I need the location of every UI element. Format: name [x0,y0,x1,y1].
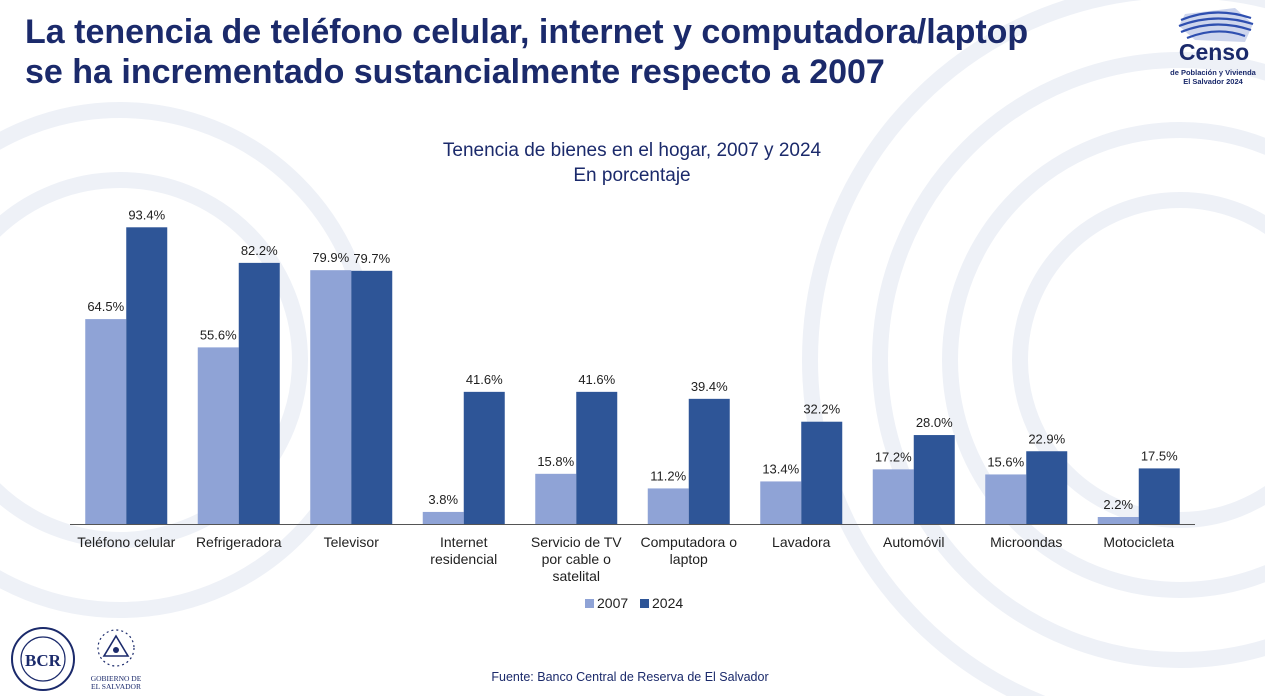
chart-subtitle: En porcentaje [573,165,691,186]
x-tick-label-2-0: Televisor [324,534,380,550]
data-label-2024-0: 93.4% [128,207,165,222]
bar-2024-2 [351,270,393,524]
data-label-2007-6: 13.4% [762,461,799,476]
x-tick-label-3-0: Internet [440,534,488,550]
data-label-2024-2: 79.7% [353,251,390,266]
bar-2007-0 [85,319,127,524]
x-tick-label-8-0: Microondas [990,534,1062,550]
legend-swatch-2024 [640,599,649,608]
bcr-seal-icon: BCR [11,627,75,691]
x-tick-label-3-1: residencial [430,551,497,567]
x-tick-label-0-0: Teléfono celular [77,534,175,550]
bar-2007-3 [422,511,464,524]
x-tick-label-4-0: Servicio de TV [531,534,622,550]
data-label-2024-8: 22.9% [1028,431,1065,446]
legend-swatch-2007 [585,599,594,608]
government-emblem-text: GOBIERNO DE EL SALVADOR [86,675,146,691]
data-label-2007-1: 55.6% [200,327,237,342]
x-tick-label-9-0: Motocicleta [1103,534,1174,550]
x-tick-label-1-0: Refrigeradora [196,534,282,550]
data-label-2007-8: 15.6% [987,454,1024,469]
x-tick-label-4-2: satelital [553,568,600,584]
bar-2007-5 [647,488,689,524]
bar-2024-9 [1138,468,1180,524]
x-tick-label-5-0: Computadora o [640,534,737,550]
x-tick-label-7-0: Automóvil [883,534,944,550]
bar-2007-9 [1097,517,1139,524]
bar-2024-0 [126,227,168,524]
bar-2024-6 [801,421,843,524]
bar-2024-4 [576,391,618,524]
x-tick-label-4-1: por cable o [542,551,611,567]
data-label-2024-9: 17.5% [1141,448,1178,463]
bar-2007-8 [985,474,1027,524]
data-label-2007-2: 79.9% [312,250,349,265]
source-note: Fuente: Banco Central de Reserva de El S… [491,670,769,684]
data-label-2024-4: 41.6% [578,372,615,387]
data-label-2007-7: 17.2% [875,449,912,464]
censo-logo-emblem-icon [1178,8,1254,42]
government-emblem-line-1: GOBIERNO DE [90,674,142,683]
page-title-line-2: se ha incrementado sustancialmente respe… [25,53,885,91]
x-tick-label-6-0: Lavadora [772,534,831,550]
legend-label-2007: 2007 [597,595,628,611]
censo-logo-subtitle: de Población y Vivienda El Salvador 2024 [1160,68,1265,86]
page-title-line-1: La tenencia de teléfono celular, interne… [25,13,1029,51]
data-label-2007-4: 15.8% [537,454,574,469]
page-title: La tenencia de teléfono celular, interne… [25,12,1145,92]
bar-2024-7 [913,435,955,524]
bar-2007-4 [535,473,577,524]
data-label-2024-5: 39.4% [691,379,728,394]
data-label-2024-7: 28.0% [916,415,953,430]
bar-2007-7 [872,469,914,524]
censo-logo-subtitle-2: El Salvador 2024 [1183,77,1243,86]
data-label-2007-9: 2.2% [1103,497,1133,512]
bcr-seal-text: BCR [25,651,62,670]
legend-label-2024: 2024 [652,595,683,611]
bar-2007-6 [760,481,802,524]
government-emblem-icon [97,629,135,667]
data-label-2007-5: 11.2% [650,468,686,483]
bar-2024-8 [1026,451,1068,524]
x-tick-label-5-1: laptop [670,551,708,567]
censo-logo-subtitle-1: de Población y Vivienda [1170,68,1256,77]
data-label-2024-3: 41.6% [466,372,503,387]
bar-2007-1 [197,347,239,524]
censo-logo-word: Censo [1178,39,1250,65]
bar-2024-1 [238,262,280,524]
data-label-2007-3: 3.8% [428,492,458,507]
data-label-2024-6: 32.2% [803,402,840,417]
chart-title: Tenencia de bienes en el hogar, 2007 y 2… [442,140,822,161]
bar-2024-3 [463,391,505,524]
data-label-2024-1: 82.2% [241,243,278,258]
bar-2007-2 [310,270,352,524]
chart-title-block: Tenencia de bienes en el hogar, 2007 y 2… [332,138,932,188]
government-emblem-line-2: EL SALVADOR [91,682,141,691]
data-label-2007-0: 64.5% [87,299,124,314]
bar-2024-5 [688,398,730,524]
